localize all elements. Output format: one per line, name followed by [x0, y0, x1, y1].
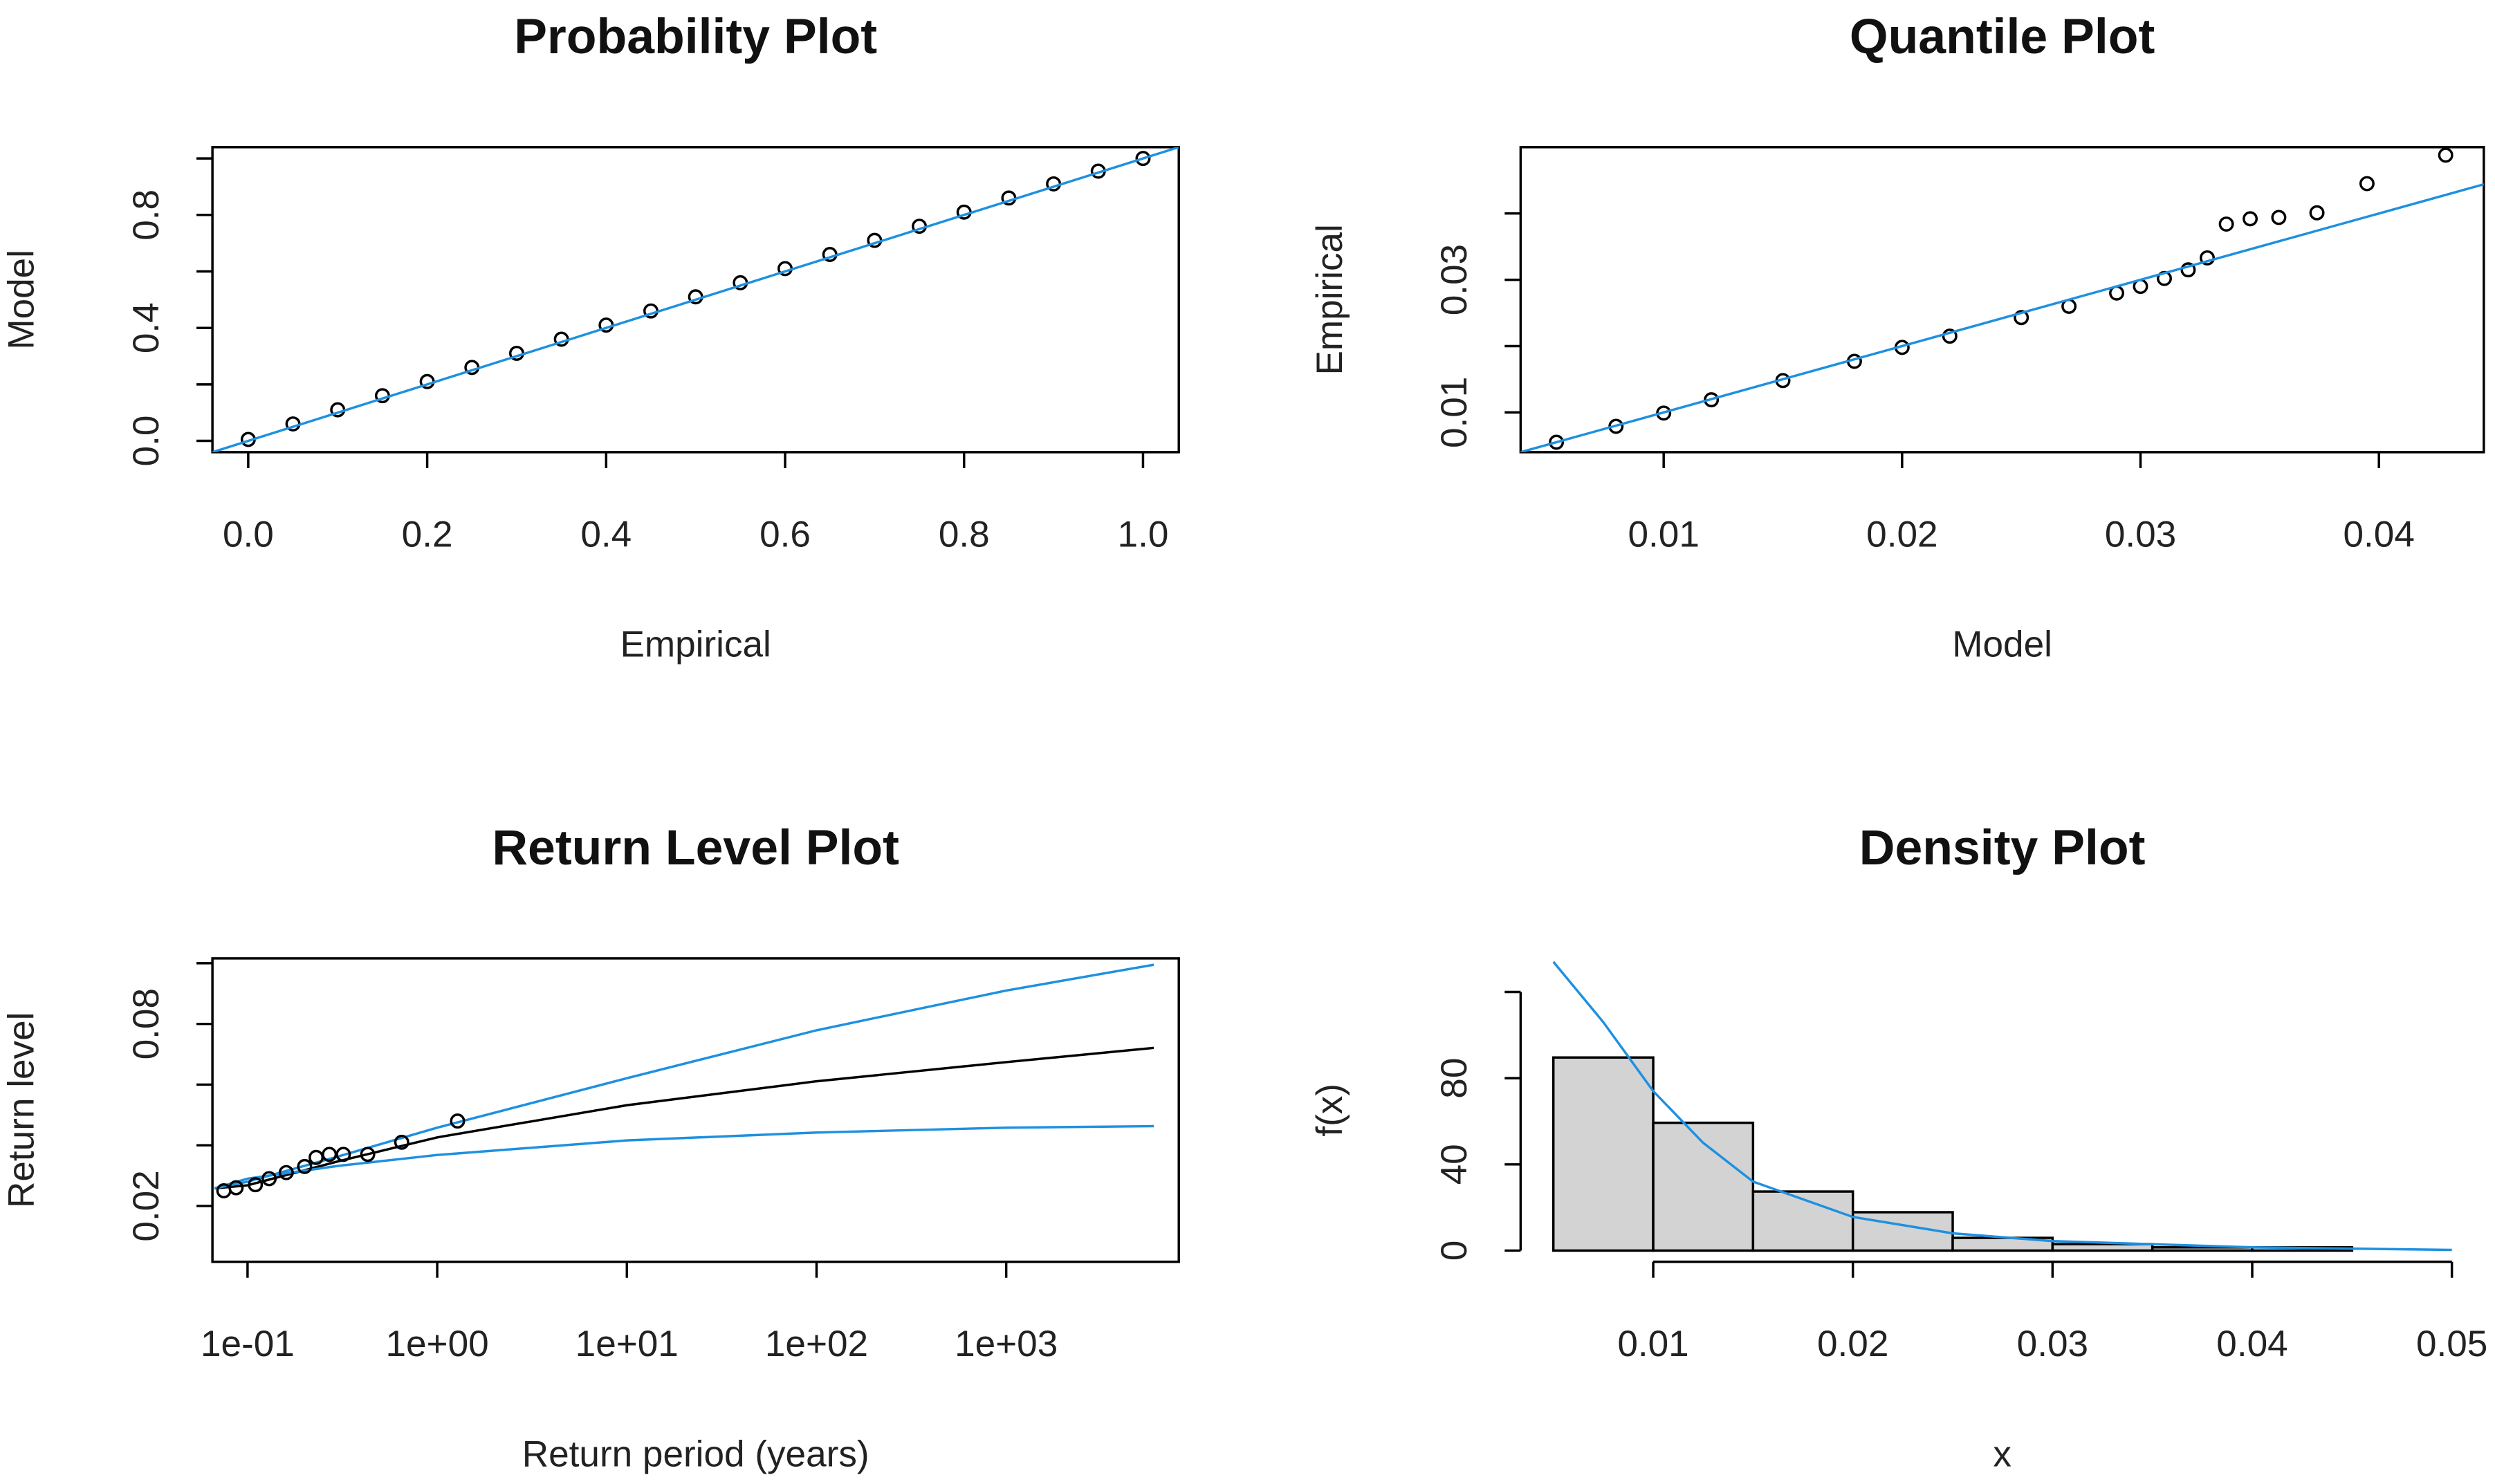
- point: [335, 1147, 351, 1162]
- x-tick-label: 1e+02: [765, 1324, 868, 1364]
- x-tick-label: 0.04: [2216, 1324, 2287, 1364]
- point: [297, 1158, 313, 1174]
- point: [1135, 151, 1151, 167]
- y-tick-label: 80: [1434, 1058, 1475, 1099]
- point: [1549, 434, 1565, 450]
- x-tick-label: 0.01: [1617, 1324, 1688, 1364]
- line: [1520, 183, 2484, 452]
- point: [360, 1147, 376, 1162]
- x-axis-label: Empirical: [620, 624, 771, 665]
- plot-box: [211, 957, 1180, 1263]
- x-tick-label: 1e-01: [201, 1324, 295, 1364]
- plot-area: [214, 963, 1154, 1198]
- y-tick-label: 0: [1434, 1241, 1475, 1261]
- point: [2438, 147, 2453, 163]
- histogram-bar: [1751, 1190, 1854, 1252]
- plot-area: [212, 147, 1179, 452]
- x-tick-label: 0.03: [2105, 514, 2176, 555]
- x-tick-label: 0.0: [223, 514, 274, 555]
- line: [214, 963, 1154, 1190]
- x-tick-label: 0.6: [759, 514, 811, 555]
- x-tick-label: 0.05: [2416, 1324, 2487, 1364]
- panel-title: Return Level Plot: [492, 820, 899, 875]
- y-axis-label: Empirical: [1309, 224, 1350, 375]
- y-tick-label: 40: [1434, 1144, 1475, 1185]
- x-tick-label: 1.0: [1118, 514, 1169, 555]
- y-tick-label: 0.08: [126, 988, 167, 1059]
- point: [394, 1134, 409, 1150]
- y-tick-label: 0.4: [126, 302, 167, 353]
- y-axis-label: Model: [1, 250, 42, 350]
- y-tick-label: 0.02: [126, 1170, 167, 1241]
- panel: Return Level Plot Return period (years) Re…: [1, 820, 1180, 1474]
- point: [2309, 205, 2325, 221]
- y-tick-label: 0.8: [126, 189, 167, 241]
- x-tick-label: 0.2: [402, 514, 453, 555]
- point: [228, 1180, 244, 1196]
- point: [2180, 262, 2196, 278]
- plot-area: [1520, 147, 2484, 452]
- point: [278, 1165, 294, 1180]
- panel: Density Plot x f(x) 0.01 0.02 0.03 0.04 0.05 0 40…: [1309, 820, 2487, 1474]
- x-tick-label: 0.01: [1628, 514, 1699, 555]
- panel-title: Density Plot: [1859, 820, 2146, 875]
- point: [2243, 211, 2258, 227]
- panel-title: Quantile Plot: [1850, 9, 2155, 64]
- panel: Probability Plot Empirical Model 0.0 0.2 0.4 0…: [1, 9, 1180, 665]
- point: [2218, 216, 2234, 232]
- x-tick-label: 0.03: [2017, 1324, 2088, 1364]
- histogram-bar: [1552, 1056, 1655, 1252]
- x-axis-label: x: [1993, 1434, 2011, 1474]
- point: [1942, 328, 1958, 344]
- histogram-bar: [2051, 1243, 2154, 1252]
- line: [1552, 961, 2452, 1252]
- y-axis-label: f(x): [1309, 1084, 1350, 1137]
- x-tick-label: 0.8: [939, 514, 990, 555]
- panel-title: Probability Plot: [514, 9, 877, 64]
- point: [2359, 176, 2375, 192]
- x-tick-label: 0.02: [1817, 1324, 1888, 1364]
- x-tick-label: 1e+03: [955, 1324, 1058, 1364]
- x-axis-label: Return period (years): [522, 1434, 869, 1474]
- point: [450, 1113, 466, 1129]
- x-tick-label: 0.4: [580, 514, 632, 555]
- point: [2200, 250, 2215, 266]
- point: [2271, 210, 2287, 225]
- point: [248, 1177, 264, 1193]
- point: [261, 1171, 277, 1187]
- x-axis-label: Model: [1952, 624, 2052, 665]
- plot-area: [1552, 961, 2452, 1252]
- point: [322, 1147, 338, 1162]
- plot-box: [211, 146, 1180, 454]
- line: [212, 147, 1179, 452]
- line: [214, 1046, 1154, 1190]
- y-tick-label: 0.03: [1434, 244, 1475, 315]
- y-tick-label: 0.01: [1434, 377, 1475, 448]
- plot-box: [1519, 146, 2485, 454]
- x-tick-label: 0.02: [1866, 514, 1937, 555]
- point: [2014, 310, 2029, 326]
- x-tick-label: 1e+01: [576, 1324, 679, 1364]
- panel: Quantile Plot Model Empirical 0.01 0.02 0.03 0…: [1309, 9, 2485, 665]
- y-tick-label: 0.0: [126, 416, 167, 467]
- x-tick-label: 0.04: [2343, 514, 2414, 555]
- y-axis-label: Return level: [1, 1012, 42, 1208]
- x-tick-label: 1e+00: [385, 1324, 488, 1364]
